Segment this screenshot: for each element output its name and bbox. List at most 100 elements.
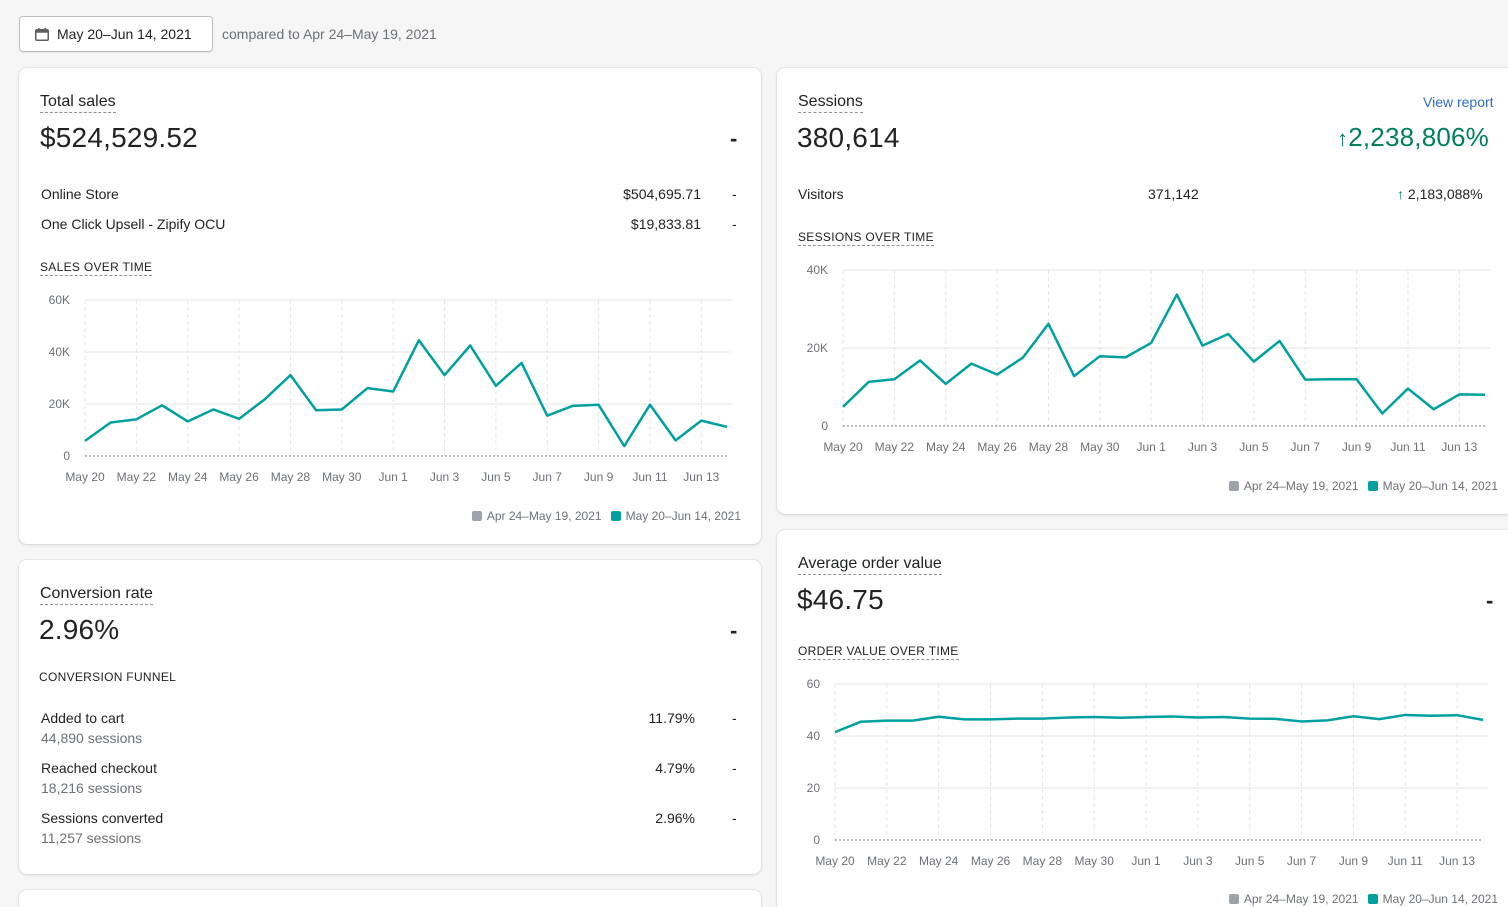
date-toolbar: May 20–Jun 14, 2021 compared to Apr 24–M…	[19, 16, 437, 52]
x-tick-label: Jun 5	[481, 470, 511, 484]
x-tick-label: Jun 7	[1291, 440, 1321, 454]
conversion-value: 2.96%	[39, 614, 120, 645]
x-tick-label: May 20	[815, 854, 855, 868]
funnel-step-sessions: 44,890 sessions	[41, 730, 143, 746]
x-tick-label: May 28	[1023, 854, 1063, 868]
x-tick-label: May 22	[867, 854, 907, 868]
funnel-step-change: -	[732, 760, 737, 776]
sessions-over-time-label[interactable]: SESSIONS OVER TIME	[798, 230, 934, 246]
channel-row-value: $19,833.81	[630, 216, 701, 232]
channel-row-label: One Click Upsell - Zipify OCU	[41, 216, 226, 232]
sales-over-time-label[interactable]: SALES OVER TIME	[40, 260, 153, 276]
calendar-icon	[35, 27, 49, 41]
sessions-change-value: 2,238,806%	[1348, 122, 1489, 152]
x-tick-label: Jun 7	[1287, 854, 1317, 868]
conversion-funnel-label: CONVERSION FUNNEL	[39, 670, 177, 684]
funnel-step-sessions: 11,257 sessions	[41, 830, 142, 846]
x-tick-label: May 26	[977, 440, 1017, 454]
aov-change: -	[1486, 588, 1494, 613]
y-tick-label: 20K	[49, 397, 70, 411]
total-sales-title[interactable]: Total sales	[40, 92, 116, 113]
funnel-step-sessions: 18,216 sessions	[41, 780, 143, 796]
total-sales-card: Total sales $524,529.52 - Online Store $…	[19, 68, 761, 544]
sales-legend: Apr 24–May 19, 2021 May 20–Jun 14, 2021	[463, 509, 741, 523]
channel-row-change: -	[732, 216, 737, 232]
legend-current[interactable]: May 20–Jun 14, 2021	[610, 509, 741, 523]
x-tick-label: Jun 11	[632, 470, 667, 484]
legend-previous-label: Apr 24–May 19, 2021	[1243, 892, 1359, 906]
y-tick-label: 60K	[49, 293, 70, 307]
funnel-step-label: Sessions converted	[41, 810, 164, 826]
funnel-step-change: -	[732, 710, 737, 726]
aov-title[interactable]: Average order value	[798, 554, 942, 575]
sessions-value: 380,614	[797, 122, 900, 153]
x-tick-label: Jun 3	[430, 470, 460, 484]
conversion-change: -	[730, 618, 738, 643]
x-tick-label: May 24	[168, 470, 208, 484]
x-tick-label: Jun 1	[378, 470, 408, 484]
y-tick-label: 0	[63, 449, 70, 463]
y-tick-label: 40K	[807, 263, 828, 277]
legend-previous[interactable]: Apr 24–May 19, 2021	[471, 509, 602, 523]
order-value-over-time-label[interactable]: ORDER VALUE OVER TIME	[798, 644, 959, 660]
current-series-line	[834, 713, 1484, 734]
funnel-step-change: -	[732, 810, 737, 826]
legend-previous[interactable]: Apr 24–May 19, 2021	[1228, 892, 1359, 906]
sessions-title[interactable]: Sessions	[798, 92, 863, 113]
arrow-up-icon: ↑	[1397, 186, 1404, 202]
legend-current-label: May 20–Jun 14, 2021	[1382, 892, 1498, 906]
x-tick-label: May 26	[219, 470, 259, 484]
x-tick-label: May 24	[919, 854, 959, 868]
funnel-step-pct: 4.79%	[655, 760, 695, 776]
arrow-up-icon: ↑	[1337, 126, 1349, 151]
x-tick-label: Jun 5	[1235, 854, 1265, 868]
x-tick-label: Jun 13	[1439, 854, 1475, 868]
view-report-link[interactable]: View report	[1423, 94, 1494, 110]
channel-row-change: -	[732, 186, 737, 202]
aov-chart: 0 20 40 60 May 20 May 22 May 24 May 26 May 28 May…	[807, 677, 1488, 868]
aov-legend: Apr 24–May 19, 2021 May 20–Jun 14, 2021	[1220, 892, 1498, 906]
x-tick-label: Jun 1	[1131, 854, 1161, 868]
funnel-step-pct: 2.96%	[655, 810, 695, 826]
legend-previous[interactable]: Apr 24–May 19, 2021	[1228, 479, 1359, 493]
x-tick-label: Jun 11	[1388, 854, 1423, 868]
conversion-title[interactable]: Conversion rate	[40, 584, 153, 605]
x-tick-label: Jun 5	[1239, 440, 1269, 454]
x-tick-label: May 30	[1080, 440, 1120, 454]
next-card	[19, 890, 761, 907]
funnel-step-pct: 11.79%	[648, 710, 695, 726]
total-sales-value: $524,529.52	[40, 122, 198, 153]
y-tick-label: 60	[807, 677, 821, 691]
funnel-step-label: Added to cart	[41, 710, 125, 726]
legend-previous-label: Apr 24–May 19, 2021	[1243, 479, 1359, 493]
legend-current-label: May 20–Jun 14, 2021	[625, 509, 741, 523]
x-tick-label: Jun 1	[1136, 440, 1166, 454]
current-series-line	[842, 293, 1486, 415]
y-tick-label: 20K	[807, 341, 828, 355]
x-tick-label: Jun 3	[1183, 854, 1213, 868]
x-tick-label: Jun 3	[1188, 440, 1218, 454]
x-tick-label: May 24	[926, 440, 966, 454]
x-tick-label: May 20	[65, 470, 105, 484]
x-tick-label: May 26	[971, 854, 1011, 868]
x-tick-label: May 30	[322, 470, 362, 484]
legend-current-label: May 20–Jun 14, 2021	[1382, 479, 1498, 493]
legend-current-swatch	[1367, 894, 1378, 904]
legend-previous-label: Apr 24–May 19, 2021	[486, 509, 602, 523]
average-order-value-card: Average order value $46.75 - ORDER VALUE…	[777, 530, 1508, 907]
visitors-value: 371,142	[1148, 186, 1199, 202]
sessions-legend: Apr 24–May 19, 2021 May 20–Jun 14, 2021	[1220, 479, 1498, 493]
legend-current[interactable]: May 20–Jun 14, 2021	[1367, 892, 1498, 906]
legend-current-swatch	[610, 511, 621, 521]
x-tick-label: May 22	[117, 470, 157, 484]
date-range-label: May 20–Jun 14, 2021	[57, 26, 192, 42]
channel-row-value: $504,695.71	[623, 186, 701, 202]
x-tick-label: Jun 13	[683, 470, 719, 484]
x-tick-label: May 22	[875, 440, 915, 454]
x-tick-label: May 28	[1029, 440, 1069, 454]
legend-current[interactable]: May 20–Jun 14, 2021	[1367, 479, 1498, 493]
date-range-button[interactable]: May 20–Jun 14, 2021	[19, 16, 213, 52]
x-tick-label: May 30	[1075, 854, 1115, 868]
conversion-rate-card: Conversion rate 2.96% - CONVERSION FUNNE…	[19, 560, 761, 874]
sessions-card: Sessions View report 380,614 ↑2,238,806%…	[777, 68, 1508, 514]
